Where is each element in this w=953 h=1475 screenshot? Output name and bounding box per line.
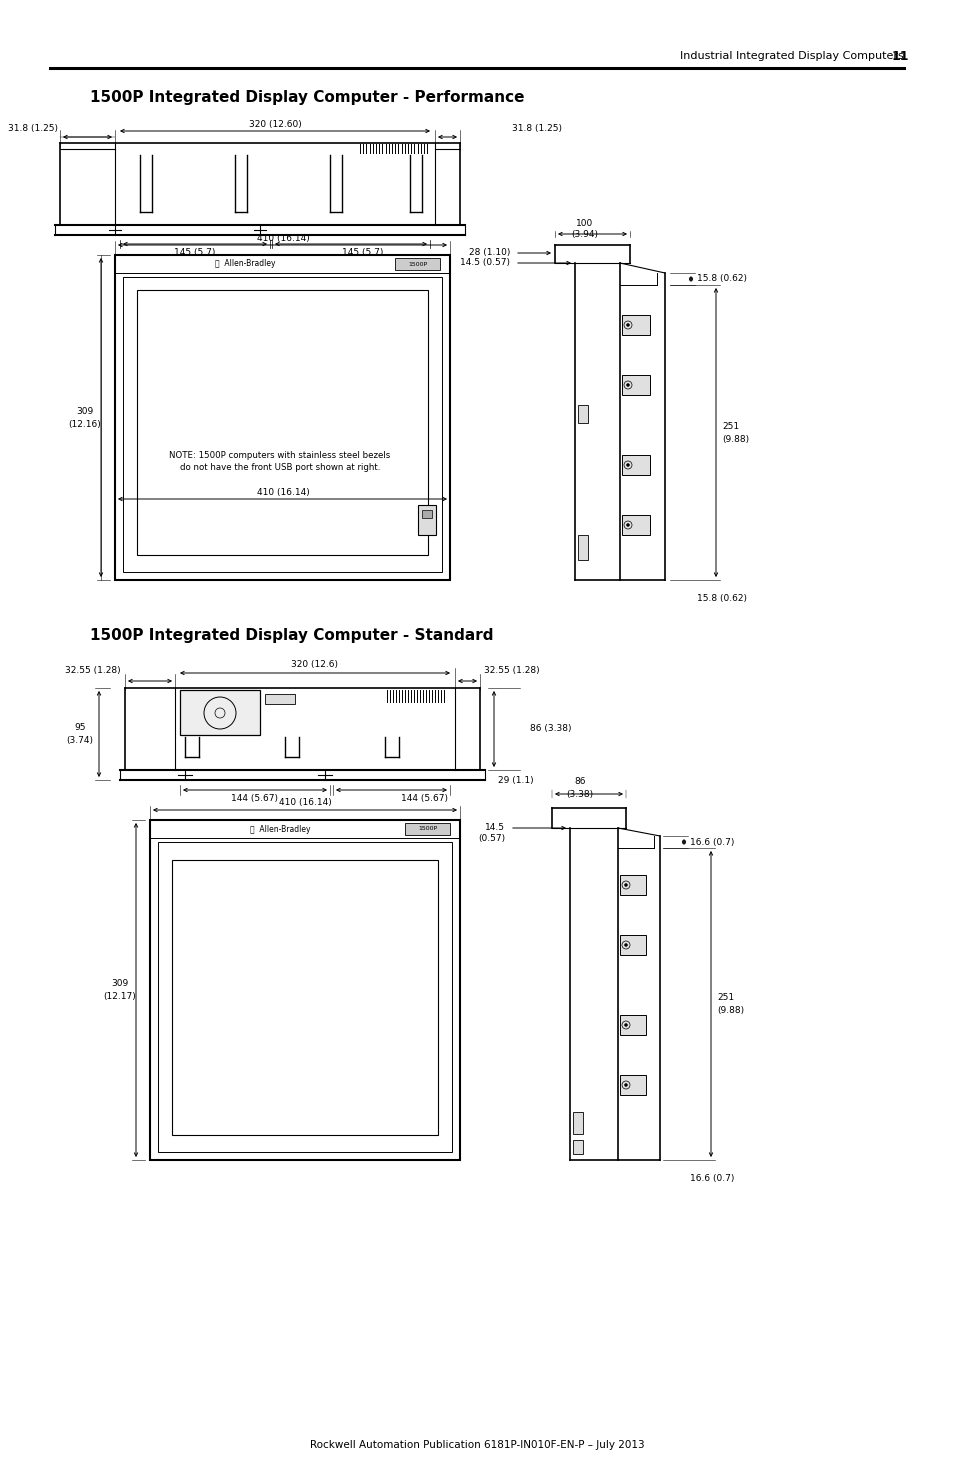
- Text: 309: 309: [76, 407, 93, 416]
- Bar: [619, 1015, 645, 1035]
- Bar: [619, 1075, 645, 1094]
- Bar: [158, 842, 452, 1152]
- Text: 11: 11: [890, 50, 908, 62]
- Text: 31.8 (1.25): 31.8 (1.25): [512, 124, 561, 133]
- Bar: [621, 375, 649, 395]
- Bar: [619, 935, 645, 954]
- Text: 100: 100: [576, 218, 593, 227]
- Text: 86: 86: [574, 777, 585, 786]
- Circle shape: [626, 463, 629, 466]
- Bar: [417, 504, 436, 535]
- Text: 251: 251: [717, 994, 734, 1003]
- Text: 86 (3.38): 86 (3.38): [530, 724, 571, 733]
- Bar: [172, 860, 437, 1134]
- Bar: [621, 316, 649, 335]
- Bar: [578, 535, 587, 560]
- Text: 145 (5.7): 145 (5.7): [174, 248, 215, 257]
- Text: (3.74): (3.74): [67, 736, 93, 745]
- Text: 15.8 (0.62): 15.8 (0.62): [697, 593, 746, 602]
- Text: 1500P Integrated Display Computer - Standard: 1500P Integrated Display Computer - Stan…: [90, 628, 493, 643]
- Circle shape: [626, 524, 629, 527]
- Text: 309: 309: [112, 979, 129, 988]
- Text: (3.38): (3.38): [566, 789, 593, 798]
- Text: 1500P: 1500P: [418, 826, 437, 832]
- Text: 410 (16.14): 410 (16.14): [278, 798, 331, 807]
- Text: 31.8 (1.25): 31.8 (1.25): [8, 124, 58, 133]
- Text: 320 (12.6): 320 (12.6): [292, 661, 338, 670]
- Bar: [150, 820, 459, 1159]
- Text: 16.6 (0.7): 16.6 (0.7): [689, 838, 734, 847]
- Bar: [405, 823, 450, 835]
- Bar: [395, 258, 439, 270]
- Text: 28 (1.10): 28 (1.10): [468, 248, 510, 258]
- Text: 410 (16.14): 410 (16.14): [256, 233, 309, 242]
- Circle shape: [626, 384, 629, 386]
- Text: 32.55 (1.28): 32.55 (1.28): [483, 667, 539, 676]
- Text: 95: 95: [74, 724, 86, 733]
- Text: 251: 251: [721, 422, 739, 431]
- Circle shape: [626, 323, 629, 326]
- Text: do not have the front USB port shown at right.: do not have the front USB port shown at …: [179, 463, 380, 472]
- Text: 320 (12.60): 320 (12.60): [249, 119, 301, 128]
- Text: (9.88): (9.88): [717, 1006, 743, 1015]
- Text: 144 (5.67): 144 (5.67): [232, 794, 278, 802]
- Text: Ⓐ  Allen-Bradley: Ⓐ Allen-Bradley: [250, 825, 310, 833]
- Text: 16.6 (0.7): 16.6 (0.7): [689, 1174, 734, 1183]
- Text: 15.8 (0.62): 15.8 (0.62): [697, 274, 746, 283]
- Bar: [573, 1112, 582, 1134]
- Text: (9.88): (9.88): [721, 435, 748, 444]
- Bar: [137, 291, 428, 555]
- Text: 144 (5.67): 144 (5.67): [401, 794, 448, 802]
- Bar: [621, 515, 649, 535]
- Text: Ⓐ  Allen-Bradley: Ⓐ Allen-Bradley: [214, 260, 275, 268]
- Bar: [421, 510, 432, 518]
- Text: (12.17): (12.17): [104, 993, 136, 1002]
- Circle shape: [624, 884, 627, 886]
- Bar: [115, 255, 450, 580]
- Text: 29 (1.1): 29 (1.1): [497, 776, 533, 785]
- Text: 1500P: 1500P: [408, 261, 427, 267]
- Bar: [578, 406, 587, 423]
- Text: (12.16): (12.16): [69, 420, 101, 429]
- Text: 32.55 (1.28): 32.55 (1.28): [66, 667, 121, 676]
- Circle shape: [624, 944, 627, 947]
- Text: Rockwell Automation Publication 6181P-IN010F-EN-P – July 2013: Rockwell Automation Publication 6181P-IN…: [310, 1440, 643, 1450]
- Text: (0.57): (0.57): [477, 833, 504, 842]
- Text: 145 (5.7): 145 (5.7): [342, 248, 383, 257]
- Text: NOTE: 1500P computers with stainless steel bezels: NOTE: 1500P computers with stainless ste…: [170, 450, 390, 460]
- Text: 410 (16.14): 410 (16.14): [256, 488, 309, 497]
- Bar: [265, 695, 294, 704]
- Text: (3.94): (3.94): [571, 230, 598, 239]
- Bar: [573, 1140, 582, 1153]
- Text: Industrial Integrated Display Computers: Industrial Integrated Display Computers: [679, 52, 902, 60]
- Bar: [180, 690, 260, 735]
- Text: 1500P Integrated Display Computer - Performance: 1500P Integrated Display Computer - Perf…: [90, 90, 524, 105]
- Bar: [621, 454, 649, 475]
- Circle shape: [624, 1024, 627, 1027]
- Bar: [619, 875, 645, 895]
- Circle shape: [624, 1084, 627, 1087]
- Text: 14.5 (0.57): 14.5 (0.57): [459, 258, 510, 267]
- Bar: [123, 277, 441, 572]
- Text: 14.5: 14.5: [484, 823, 504, 832]
